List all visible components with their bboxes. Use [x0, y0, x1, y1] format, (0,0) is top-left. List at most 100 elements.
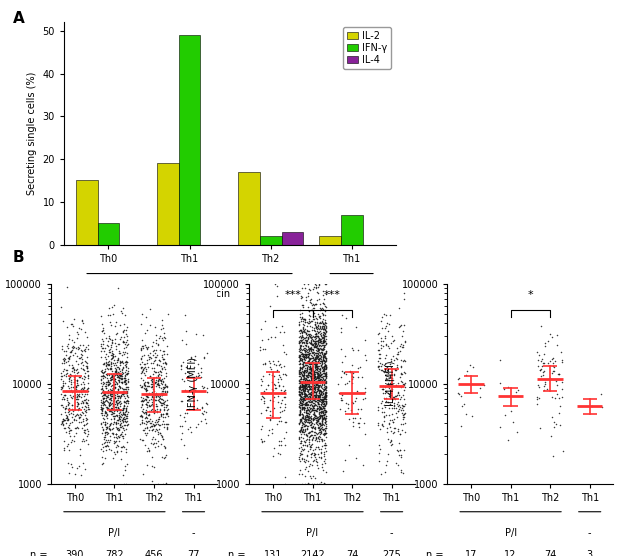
Point — [305, 443, 316, 451]
Point — [313, 370, 323, 379]
Point — [150, 346, 160, 355]
Point — [301, 375, 311, 384]
Point — [312, 332, 323, 341]
Point — [136, 410, 146, 419]
Point — [304, 413, 314, 422]
Point — [122, 438, 132, 446]
Point — [320, 370, 330, 379]
Point — [314, 279, 324, 288]
Point — [314, 335, 324, 344]
Point — [294, 387, 304, 396]
Point — [155, 345, 166, 354]
Point — [70, 378, 80, 386]
Point — [300, 363, 310, 372]
Point — [295, 426, 305, 435]
Point — [535, 364, 546, 373]
Point — [65, 418, 75, 427]
Point — [298, 399, 309, 408]
Point — [295, 398, 305, 406]
Point — [313, 415, 323, 424]
Point — [294, 402, 304, 411]
Point — [320, 360, 330, 369]
Point — [307, 366, 318, 375]
Point — [81, 357, 91, 366]
Point — [141, 431, 151, 440]
Point — [320, 455, 330, 464]
Point — [298, 371, 308, 380]
Point — [314, 392, 324, 401]
Point — [300, 376, 310, 385]
Point — [321, 327, 331, 336]
Point — [316, 360, 326, 369]
Point — [294, 388, 304, 397]
Point — [74, 412, 84, 421]
Point — [114, 340, 124, 349]
Point — [299, 326, 309, 335]
Point — [346, 375, 357, 384]
Point — [102, 402, 112, 411]
Point — [113, 391, 123, 400]
Point — [320, 430, 330, 439]
Point — [79, 374, 89, 383]
Point — [66, 346, 77, 355]
Point — [305, 344, 315, 353]
Point — [313, 429, 323, 438]
Point — [98, 337, 109, 346]
Point — [294, 344, 304, 353]
Point — [107, 337, 117, 346]
Point — [77, 398, 88, 406]
Point — [281, 400, 291, 409]
Point — [302, 361, 312, 370]
Point — [68, 378, 79, 386]
Point — [96, 389, 106, 398]
Point — [119, 375, 130, 384]
Point — [107, 335, 117, 344]
Point — [300, 380, 311, 389]
Point — [100, 442, 111, 451]
Point — [107, 411, 118, 420]
Point — [318, 319, 328, 328]
Y-axis label: IL-4 (MFI): IL-4 (MFI) — [386, 361, 396, 406]
Point — [294, 383, 304, 392]
Point — [175, 410, 185, 419]
Point — [267, 451, 277, 460]
Point — [113, 367, 123, 376]
Point — [316, 411, 327, 420]
Point — [310, 406, 320, 415]
Point — [72, 423, 82, 431]
Point — [313, 332, 323, 341]
Text: PMA / Ionomycin: PMA / Ionomycin — [149, 289, 230, 299]
Point — [305, 420, 316, 429]
Point — [315, 479, 325, 488]
Point — [121, 370, 132, 379]
Point — [321, 411, 331, 420]
Point — [68, 409, 78, 418]
Point — [310, 331, 320, 340]
Point — [114, 347, 124, 356]
Point — [106, 419, 116, 428]
Point — [296, 344, 306, 353]
Point — [307, 435, 317, 444]
Point — [305, 339, 316, 348]
Point — [311, 433, 321, 441]
Point — [157, 351, 167, 360]
Point — [298, 440, 309, 449]
Point — [320, 394, 330, 403]
Point — [268, 385, 278, 394]
Point — [147, 421, 157, 430]
Point — [302, 365, 312, 374]
Bar — [98, 224, 119, 245]
Point — [141, 446, 151, 455]
Point — [386, 339, 396, 348]
Point — [142, 378, 152, 387]
Point — [105, 363, 116, 372]
Point — [301, 368, 311, 377]
Point — [107, 349, 118, 358]
Point — [309, 329, 320, 338]
Point — [295, 417, 305, 426]
Point — [307, 397, 317, 406]
Point — [109, 356, 119, 365]
Point — [142, 344, 152, 353]
Point — [314, 364, 324, 373]
Point — [112, 388, 123, 396]
